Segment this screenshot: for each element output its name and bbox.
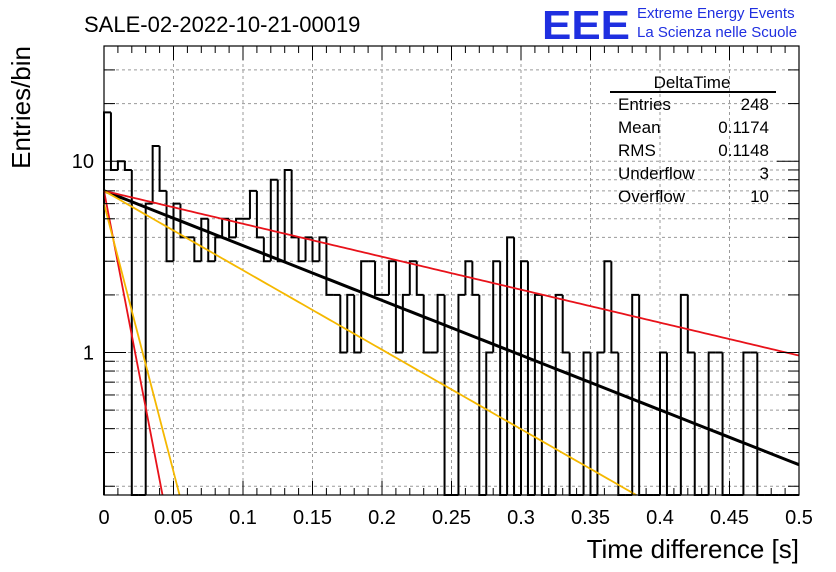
- histogram-bin: [297, 237, 306, 263]
- histogram-bin: [707, 351, 716, 495]
- histogram-bin: [415, 261, 424, 296]
- histogram-bin: [603, 260, 612, 353]
- x-axis-label: Time difference [s]: [587, 534, 799, 564]
- plot-frame: [103, 45, 800, 496]
- x-tick-labels: 0 0.05 0.1 0.15 0.2 0.25 0.3 0.35 0.4 0.45 0.5: [98, 507, 812, 529]
- histogram-bin: [360, 260, 369, 353]
- histogram-bin: [492, 260, 501, 353]
- x-tick-label: 0.5: [785, 507, 813, 529]
- stats-label-underflow: Underflow: [618, 164, 695, 183]
- histogram-bin: [464, 260, 473, 295]
- histogram-bin: [248, 189, 257, 219]
- x-tick-label: 0.35: [571, 507, 610, 529]
- y-tick-labels: 1 10: [72, 151, 94, 364]
- histogram-bin: [151, 145, 160, 204]
- histogram-bin: [401, 293, 410, 353]
- histogram-bin: [436, 293, 445, 353]
- stats-value-entries: 248: [741, 95, 769, 114]
- stats-label-mean: Mean: [618, 118, 661, 137]
- histogram-bin: [686, 294, 695, 354]
- fit-curves: [103, 189, 800, 496]
- x-tick-label: 0: [98, 507, 109, 529]
- fit-curve: [103, 189, 800, 357]
- histogram-bin: [262, 237, 271, 263]
- stats-title: DeltaTime: [654, 73, 731, 92]
- histogram-bin: [144, 202, 153, 495]
- logo-line1: Extreme Energy Events: [637, 5, 795, 22]
- histogram-bin: [471, 261, 480, 296]
- histogram-bin: [485, 351, 494, 495]
- x-tick-label: 0.05: [154, 507, 193, 529]
- histogram-bin: [506, 236, 515, 495]
- grid: [104, 45, 799, 495]
- axis-ticks: [103, 45, 800, 495]
- histogram-bin: [228, 218, 237, 239]
- histogram-bin: [353, 294, 362, 354]
- histogram-bin: [255, 190, 264, 239]
- histogram-bin: [346, 293, 355, 353]
- histogram-bin: [520, 260, 528, 495]
- histogram-bin: [123, 161, 132, 171]
- histogram-bin: [679, 293, 688, 495]
- fit-curve: [103, 190, 637, 496]
- stats-value-underflow: 3: [760, 164, 769, 183]
- histogram-bin: [290, 169, 299, 239]
- histogram-bin: [394, 261, 403, 354]
- x-tick-label: 0.15: [293, 507, 332, 529]
- fit-curve: [103, 189, 800, 467]
- histogram-bin: [311, 237, 320, 263]
- histogram-bin: [304, 236, 313, 262]
- histogram-bin: [387, 260, 396, 295]
- histogram-bin: [283, 168, 292, 262]
- histogram-bin: [742, 351, 751, 495]
- histogram-bin: [339, 294, 348, 354]
- logo-mark: EEE: [542, 2, 630, 48]
- histogram-bin: [561, 294, 570, 354]
- histogram-bin: [610, 261, 619, 354]
- y-axis-label: Entries/bin: [6, 46, 36, 169]
- histogram-bin: [325, 237, 334, 296]
- histogram-bin: [659, 351, 667, 495]
- histogram-bin: [318, 236, 327, 262]
- y-tick-label: 1: [83, 343, 94, 365]
- histogram-bin: [158, 146, 167, 192]
- stats-value-mean: 0.1174: [718, 118, 769, 137]
- x-tick-label: 0.45: [710, 507, 749, 529]
- fit-curve: [103, 203, 181, 496]
- logo-line2: La Scienza nelle Scuole: [637, 24, 797, 41]
- histogram-bin: [582, 351, 591, 495]
- y-tick-label: 10: [72, 151, 94, 173]
- x-tick-label: 0.3: [507, 507, 535, 529]
- stats-label-rms: RMS: [618, 141, 656, 160]
- chart-title: SALE-02-2022-10-21-00019: [84, 12, 360, 37]
- histogram-bin: [269, 178, 278, 262]
- histogram-bin: [422, 294, 431, 354]
- histogram-bin: [374, 261, 382, 296]
- histogram-bin: [631, 293, 640, 495]
- histogram-bin: [457, 293, 466, 495]
- histogram-bin: [172, 202, 181, 262]
- stats-label-entries: Entries: [618, 95, 671, 114]
- x-tick-label: 0.1: [229, 507, 257, 529]
- histogram-bin: [408, 260, 417, 295]
- stats-value-overflow: 10: [750, 187, 769, 206]
- logo: EEE Extreme Energy Events La Scienza nel…: [542, 2, 797, 48]
- histogram-bin: [554, 293, 563, 495]
- x-tick-label: 0.4: [646, 507, 674, 529]
- x-tick-label: 0.2: [368, 507, 396, 529]
- stats-box: DeltaTime Entries 248 Mean 0.1174 RMS 0.…: [610, 73, 776, 206]
- stats-label-overflow: Overflow: [618, 187, 686, 206]
- histogram-bin: [596, 351, 605, 495]
- stats-value-rms: 0.1148: [718, 141, 769, 160]
- histogram-bin: [235, 217, 243, 238]
- histogram-bin: [193, 237, 202, 263]
- x-tick-label: 0.25: [432, 507, 471, 529]
